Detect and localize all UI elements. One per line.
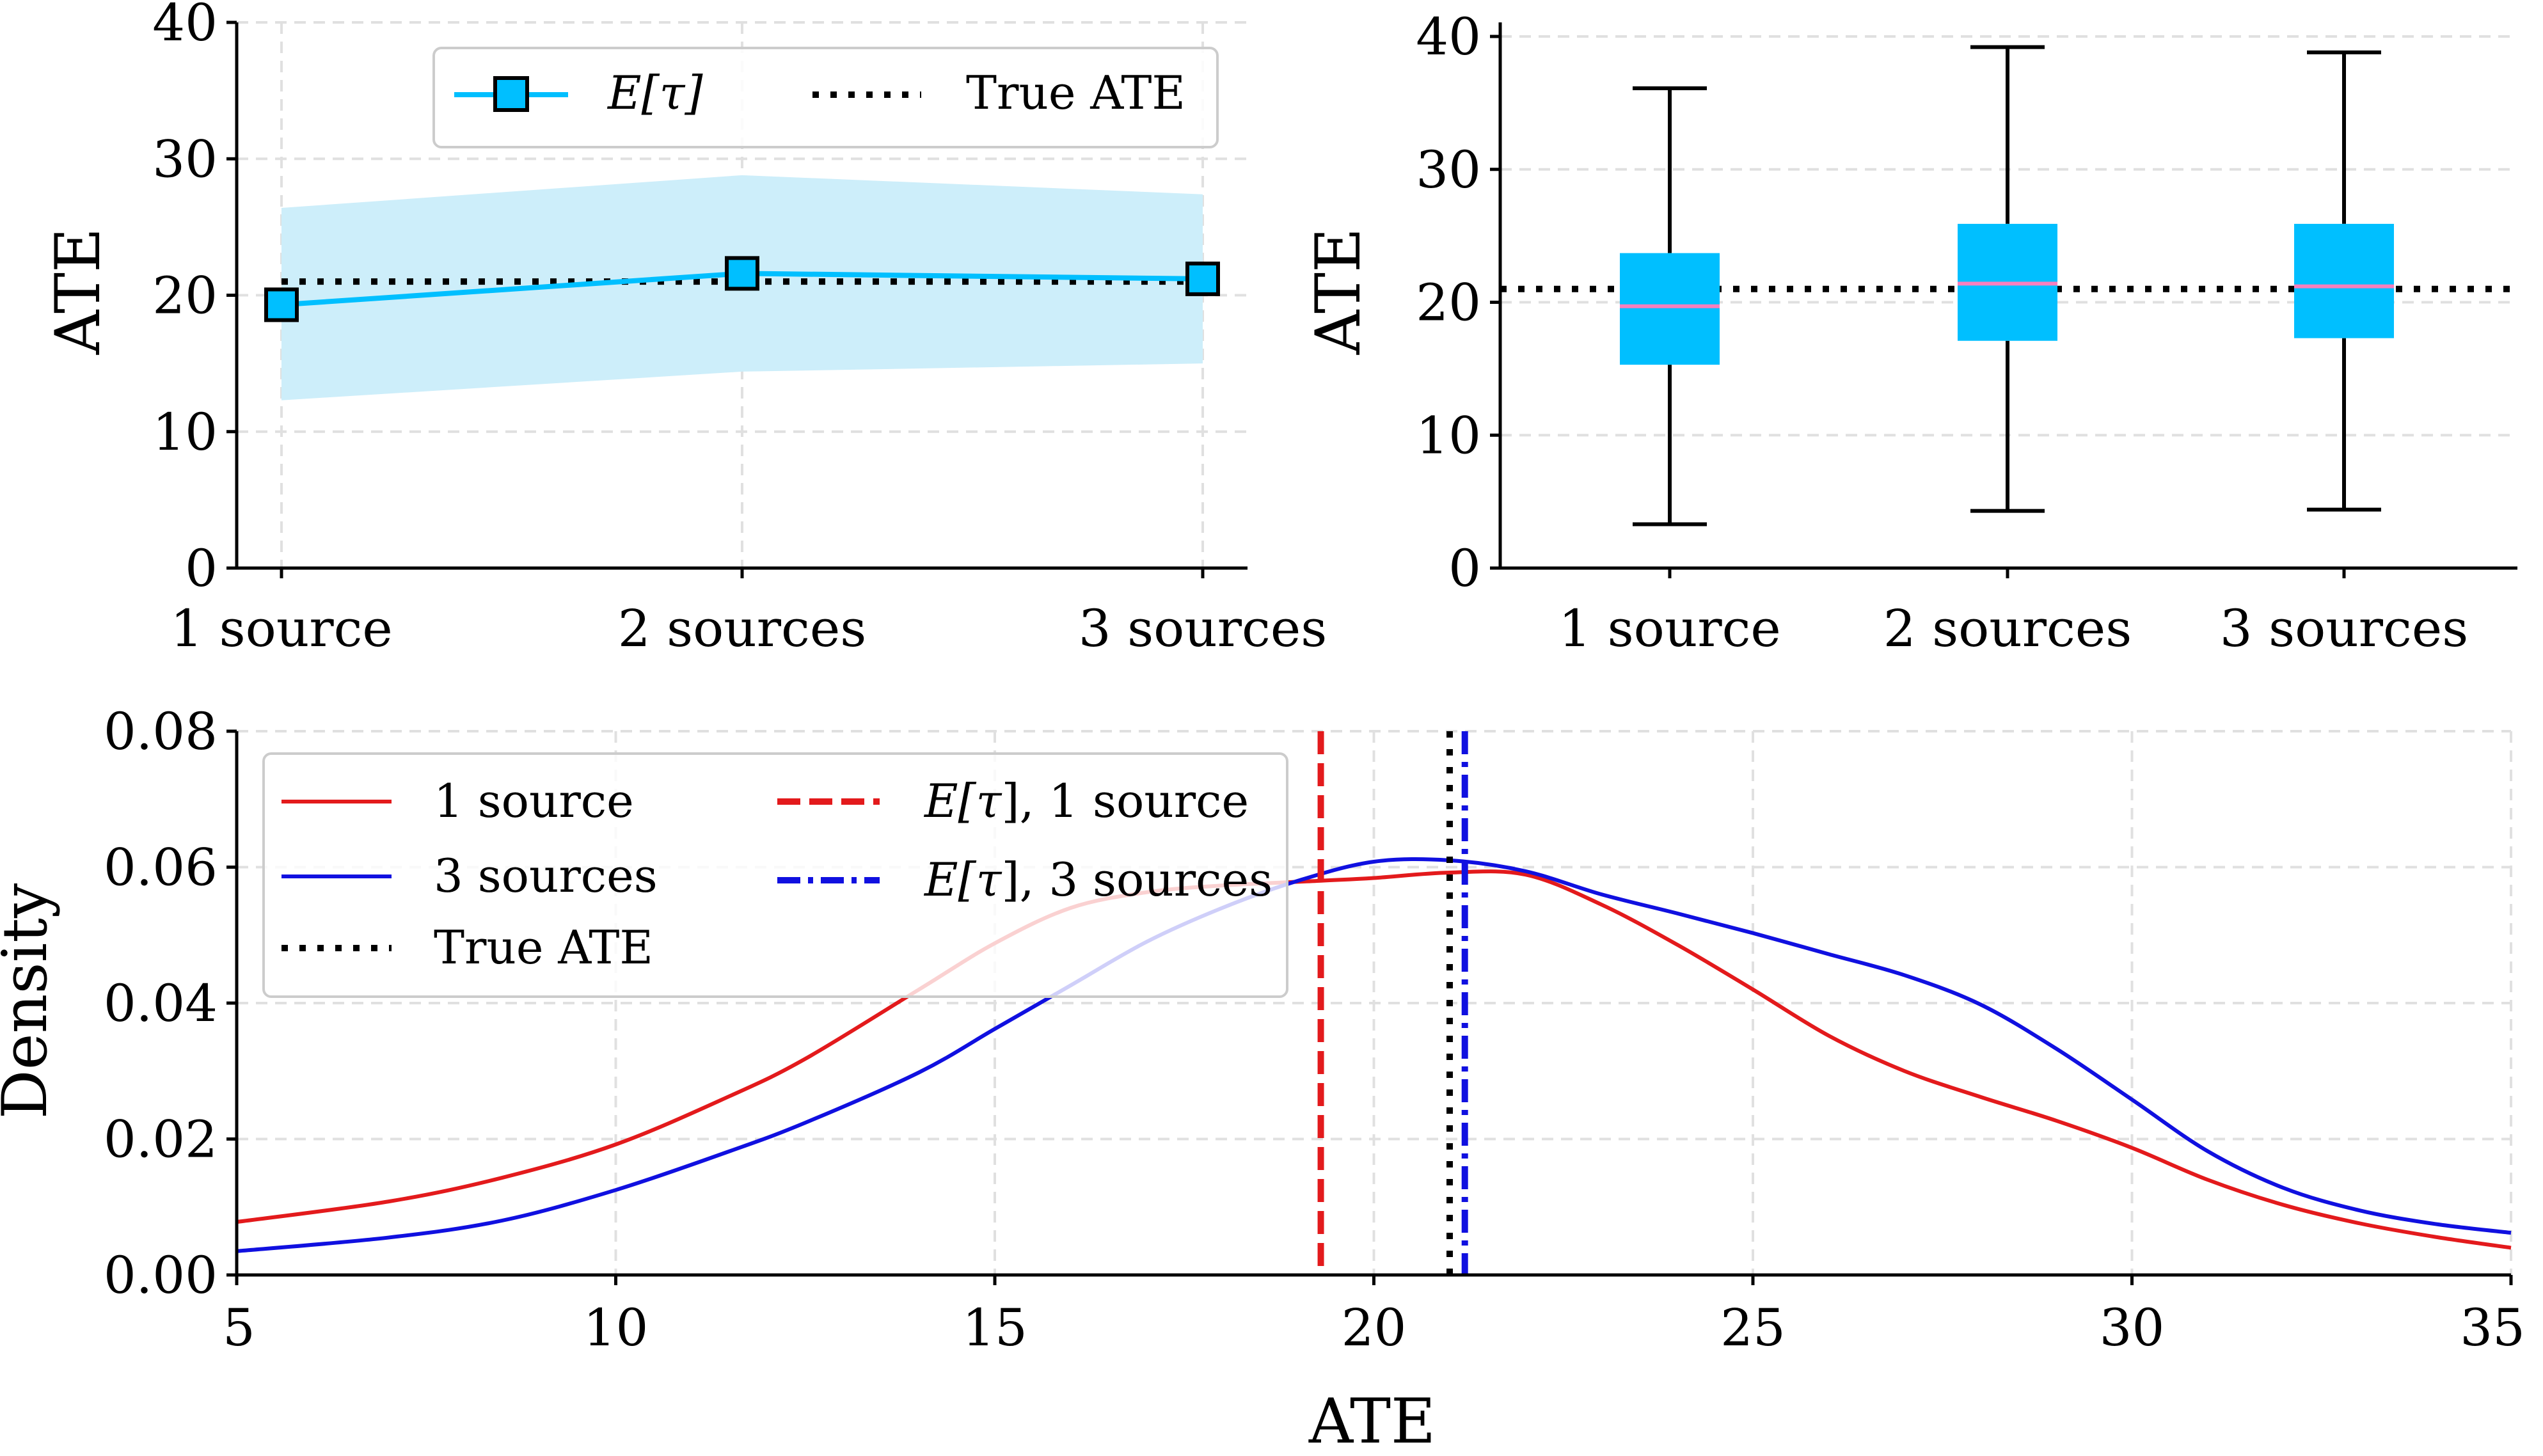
- legend-tau: τ: [976, 853, 1002, 906]
- legend-e-suffix: ]: [685, 66, 704, 120]
- y-tick-label: 10: [152, 402, 218, 462]
- panel-estimate-line: 0 10 20 30 40 1 source 2 sources 3 sources A…: [42, 0, 1327, 658]
- legend-e-suffix: ], 1 source: [1002, 774, 1249, 828]
- legend-frame: [432, 47, 1219, 148]
- axes: [226, 729, 2513, 1285]
- legend-true-label: True ATE: [966, 66, 1185, 120]
- legend-frame: [262, 752, 1288, 998]
- x-tick-label: 20: [1342, 1298, 1407, 1357]
- legend-1-source-label: 1 source: [434, 774, 634, 828]
- box-iqr: [1620, 253, 1720, 365]
- y-tick-label: 40: [152, 0, 218, 52]
- x-axis-label: ATE: [1308, 1386, 1436, 1456]
- legend: E[τ] True ATE: [432, 47, 1219, 148]
- y-tick-label: 0: [1448, 539, 1481, 598]
- y-tick-label: 0.08: [104, 702, 218, 761]
- x-tick-label: 2 sources: [1883, 599, 2132, 658]
- estimate-markers: [264, 256, 1220, 322]
- x-tick-label: 1 source: [1558, 599, 1780, 658]
- legend-e-prefix: E[: [923, 853, 977, 906]
- x-tick-labels: 5 10 15 20 25 30 35: [223, 1298, 2525, 1357]
- legend-e-suffix: ], 3 sources: [1002, 853, 1273, 906]
- estimate-marker: [725, 256, 759, 291]
- y-tick-label: 0.00: [104, 1246, 218, 1305]
- legend-mean-1-source-label: E[τ], 1 source: [923, 774, 1249, 828]
- legend-e-prefix: E[: [923, 774, 977, 828]
- x-tick-label: 10: [583, 1298, 649, 1357]
- y-tick-label: 0: [185, 539, 218, 598]
- panel-density: 5 10 15 20 25 30 35 0.00 0.02 0.04 0.06 0.08 ATE D…: [0, 702, 2525, 1456]
- legend-estimate-marker: [493, 76, 529, 112]
- x-tick-label: 3 sources: [1079, 599, 1327, 658]
- y-tick-labels: 0 10 20 30 40: [1416, 7, 1481, 598]
- legend-e-prefix: E[: [606, 66, 660, 120]
- x-tick-label: 5: [223, 1298, 255, 1357]
- legend-3-sources-label: 3 sources: [434, 849, 658, 903]
- y-tick-labels: 0.00 0.02 0.04 0.06 0.08: [104, 702, 218, 1305]
- y-tick-label: 10: [1416, 406, 1481, 465]
- legend-tau: τ: [976, 774, 1002, 828]
- y-tick-label: 20: [152, 266, 218, 326]
- y-tick-label: 20: [1416, 273, 1481, 333]
- axes: [226, 20, 1248, 578]
- y-tick-label: 30: [1416, 140, 1481, 200]
- y-tick-label: 0.04: [104, 974, 218, 1033]
- legend-mean-3-sources-label: E[τ], 3 sources: [923, 853, 1272, 906]
- estimate-marker: [1185, 261, 1220, 296]
- legend-true-label: True ATE: [434, 921, 653, 974]
- y-tick-label: 40: [1416, 7, 1481, 67]
- x-tick-label: 1 source: [170, 599, 392, 658]
- x-tick-label: 15: [962, 1298, 1027, 1357]
- y-axis-label: ATE: [1303, 228, 1374, 355]
- legend: 1 source 3 sources True ATE E[τ], 1 sour…: [262, 752, 1288, 998]
- x-tick-label: 25: [1720, 1298, 1786, 1357]
- y-tick-label: 30: [152, 129, 218, 189]
- x-tick-label: 2 sources: [618, 599, 867, 658]
- x-tick-label: 3 sources: [2220, 599, 2469, 658]
- axes: [1490, 22, 2517, 578]
- y-tick-labels: 0 10 20 30 40: [152, 0, 218, 598]
- x-tick-label: 35: [2460, 1298, 2525, 1357]
- legend-tau: τ: [660, 66, 686, 120]
- y-tick-label: 0.06: [104, 838, 218, 898]
- density-curve-1-source: [236, 869, 2512, 1250]
- y-axis-label: ATE: [42, 228, 114, 355]
- y-axis-label: Density: [0, 883, 61, 1119]
- box-iqr: [2294, 223, 2394, 338]
- estimate-marker: [264, 287, 299, 322]
- y-tick-label: 0.02: [104, 1110, 218, 1169]
- panel-boxplot: 0 10 20 30 40 1 source 2 sources 3 sources A…: [1303, 7, 2517, 658]
- legend-estimate-label: E[τ]: [606, 66, 704, 120]
- x-tick-label: 30: [2100, 1298, 2165, 1357]
- boxes: [1620, 45, 2394, 526]
